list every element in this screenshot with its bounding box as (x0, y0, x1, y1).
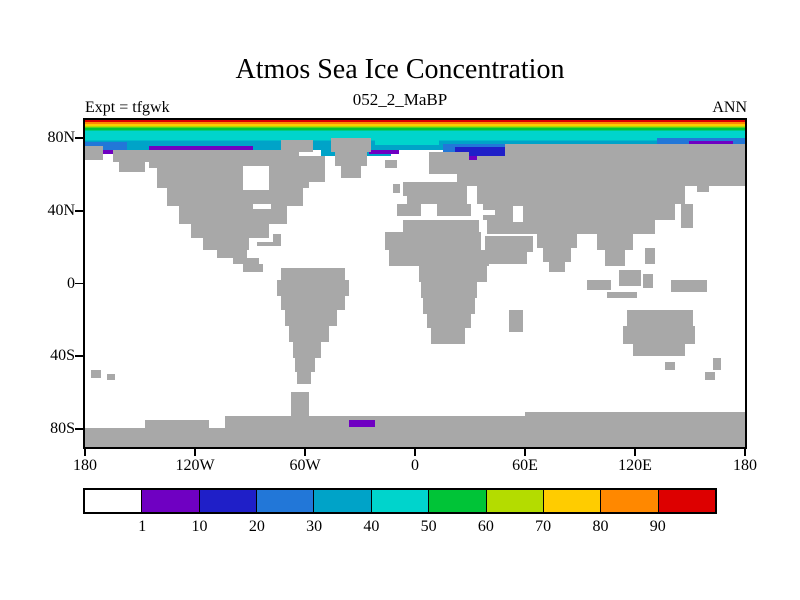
y-axis-tick-label: 40N (47, 201, 75, 219)
y-axis-tick-label: 80S (50, 419, 75, 437)
colorbar-tick-label: 90 (649, 518, 666, 535)
colorbar-cell (313, 490, 371, 512)
colorbar-cell (198, 490, 257, 512)
colorbar-tick-label: 10 (191, 518, 208, 535)
y-axis-tick-label: 40S (50, 347, 75, 365)
x-axis-tick (84, 449, 86, 456)
x-axis-tick (414, 449, 416, 456)
x-axis-tick-label: 60W (289, 457, 321, 474)
x-axis-tick-label: 180 (73, 457, 97, 474)
colorbar-cell (657, 490, 715, 512)
x-axis-tick-label: 180 (733, 457, 757, 474)
colorbar-tick-label: 70 (535, 518, 552, 535)
colorbar (83, 488, 717, 514)
y-axis-tick (75, 282, 83, 285)
colorbar-cell (600, 490, 658, 512)
sea-ice-layer-antarctic (349, 420, 375, 427)
x-axis-tick (524, 449, 526, 456)
y-axis-tick (75, 428, 83, 430)
figure-title: Atmos Sea Ice Concentration (235, 54, 565, 85)
x-axis-tick (634, 449, 636, 456)
map-frame (83, 118, 747, 449)
colorbar-tick-label: 20 (248, 518, 265, 535)
y-axis-tick (75, 210, 83, 212)
x-axis-tick-label: 60E (512, 457, 538, 474)
y-axis-tick-label: 0 (67, 274, 75, 292)
season-label: ANN (712, 99, 747, 116)
x-axis-tick-label: 120W (175, 457, 215, 474)
colorbar-cell (428, 490, 486, 512)
colorbar-tick-label: 1 (138, 518, 147, 535)
land-layer (85, 138, 745, 447)
x-axis-tick (744, 449, 746, 456)
colorbar-tick-label: 40 (363, 518, 380, 535)
colorbar-cell (370, 490, 429, 512)
x-axis-tick-label: 0 (411, 457, 419, 474)
x-axis-tick-label: 120E (618, 457, 652, 474)
colorbar-tick-label: 80 (592, 518, 609, 535)
y-axis-tick-label: 80N (47, 129, 75, 147)
experiment-label: Expt = tfgwk (85, 99, 170, 116)
colorbar-cell (85, 490, 142, 512)
colorbar-tick-label: 30 (306, 518, 323, 535)
colorbar-cell (256, 490, 314, 512)
y-axis-tick (75, 355, 83, 357)
colorbar-tick-label: 60 (477, 518, 494, 535)
colorbar-cell (485, 490, 543, 512)
colorbar-tick-label: 50 (420, 518, 437, 535)
sea-ice-layer-arctic (85, 120, 745, 161)
map-plot (85, 120, 745, 447)
y-axis-tick (75, 137, 83, 139)
x-axis-tick (304, 449, 306, 456)
figure-subtitle: 052_2_MaBP (352, 90, 448, 109)
colorbar-cell (542, 490, 601, 512)
x-axis-tick (194, 449, 196, 456)
colorbar-cell (141, 490, 199, 512)
